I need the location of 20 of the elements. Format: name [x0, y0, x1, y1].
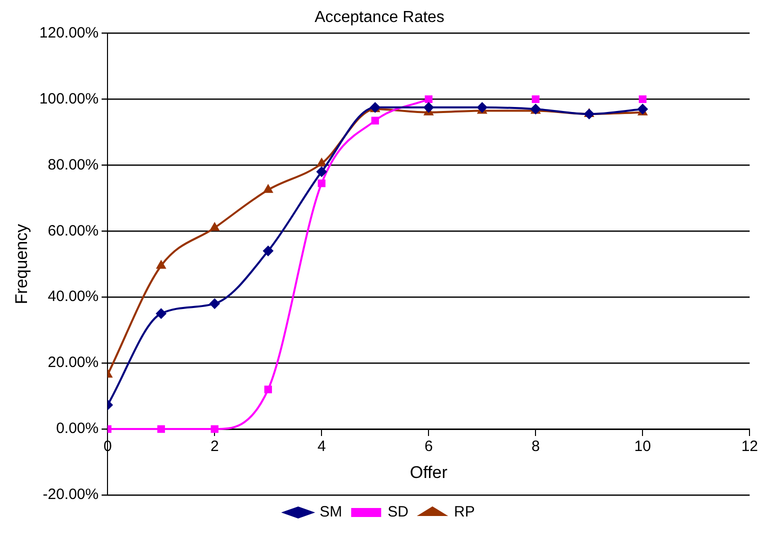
legend-label: SM: [320, 504, 342, 521]
y-tick-label: 0.00%: [56, 420, 99, 438]
y-tick-label: 60.00%: [48, 222, 99, 240]
y-tick-label: 120.00%: [39, 24, 99, 42]
y-tick-label: 40.00%: [48, 288, 99, 306]
x-tick-label: 10: [634, 438, 651, 456]
x-tick-label: 12: [741, 438, 758, 456]
x-tick-label: 4: [317, 438, 326, 456]
y-tick-label: 80.00%: [48, 156, 99, 174]
x-tick-label: 6: [424, 438, 433, 456]
chart-title: Acceptance Rates: [314, 9, 444, 26]
legend-label: SD: [388, 504, 409, 521]
y-tick-label: 20.00%: [48, 354, 99, 372]
x-axis-title: Offer: [410, 462, 448, 482]
x-tick-label: 2: [210, 438, 219, 456]
y-tick-label: 100.00%: [39, 90, 99, 108]
y-axis-title: Frequency: [12, 223, 31, 304]
x-tick-label: 8: [531, 438, 540, 456]
y-tick-label: -20.00%: [42, 486, 99, 504]
legend-label: RP: [454, 504, 475, 521]
